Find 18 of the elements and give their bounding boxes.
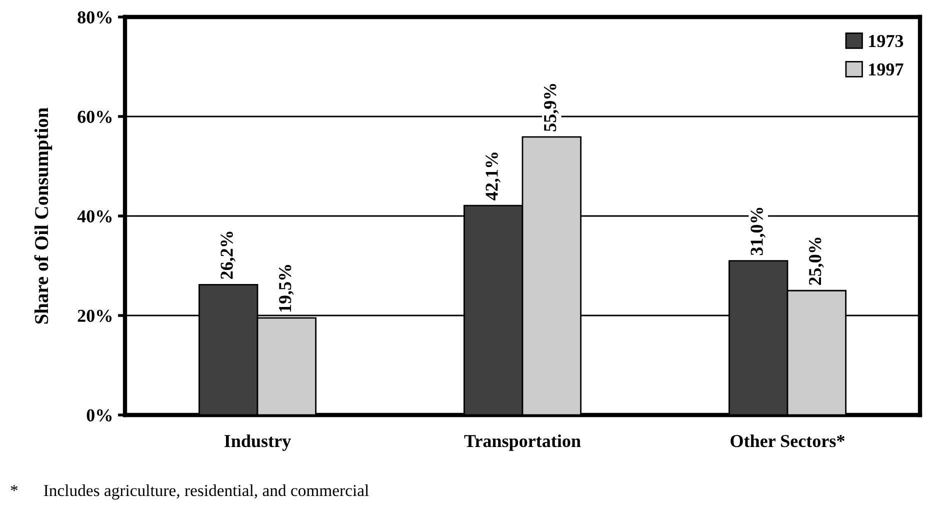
x-tick-label: Transportation [464, 434, 581, 451]
data-label: 26,2% [220, 232, 236, 279]
y-tick-label: 40% [77, 210, 112, 222]
data-label: 25,0% [808, 238, 824, 285]
x-tick-label: Industry [224, 434, 291, 451]
data-label: 19,5% [278, 265, 294, 312]
legend-label: 1973 [869, 35, 904, 48]
legend-label: 1997 [869, 63, 904, 76]
y-axis-title: Share of Oil Consumption [34, 108, 52, 324]
data-label: 31,0% [750, 208, 766, 256]
y-tick-label: 20% [78, 310, 112, 322]
y-tick-label: 80% [78, 11, 112, 24]
x-tick-label: Other Sectors* [730, 434, 844, 448]
data-label: 55,9% [544, 84, 559, 132]
data-label: 42,1% [486, 152, 500, 200]
text: * Includes agriculture, residential, and commercial [10, 484, 369, 500]
y-tick-label: 60% [78, 110, 112, 123]
y-tick-label: 0% [86, 409, 112, 422]
